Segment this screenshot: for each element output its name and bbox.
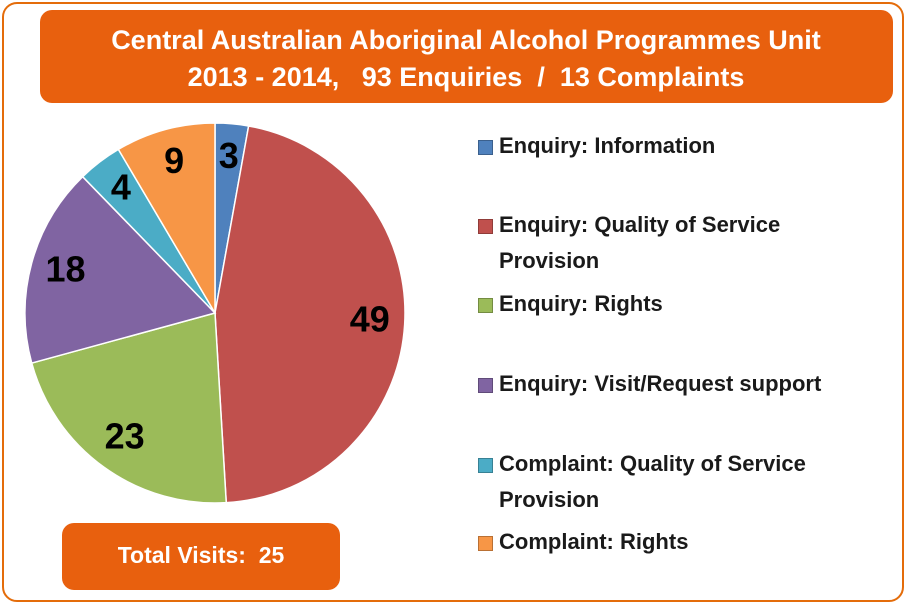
legend-swatch <box>478 219 493 234</box>
legend-swatch <box>478 140 493 155</box>
legend-item: Complaint: Quality of Service Provision <box>478 446 878 518</box>
legend-label: Enquiry: Information <box>499 133 716 158</box>
title-box <box>40 10 893 103</box>
pie-slice <box>30 312 228 504</box>
pie-slice <box>214 125 406 504</box>
legend-item: Enquiry: Quality of Service Provision <box>478 207 878 279</box>
legend-swatch <box>478 458 493 473</box>
pie: 3 49 23 18 49 <box>24 122 406 504</box>
legend-label: Complaint: Rights <box>499 529 689 554</box>
legend-swatch <box>478 536 493 551</box>
pie-slice <box>117 122 216 316</box>
chart-title: Central Australian Aboriginal Alcohol Pr… <box>111 25 821 55</box>
pie-slice <box>24 175 217 365</box>
annotation: Total Visits: 25 <box>118 542 285 568</box>
legend-label: Complaint: Quality of Service Provision <box>499 451 806 512</box>
data-label: 9 <box>164 140 184 181</box>
legend-item: Enquiry: Information <box>478 128 878 164</box>
data-label: 23 <box>105 415 145 456</box>
legend-item: Enquiry: Visit/Request support <box>478 366 878 402</box>
data-label: 3 <box>219 135 239 176</box>
data-label: 4 <box>111 166 131 207</box>
legend-swatch <box>478 378 493 393</box>
legend-item: Complaint: Rights <box>478 524 878 560</box>
legend-label: Enquiry: Visit/Request support <box>499 371 822 396</box>
legend-label: Enquiry: Rights <box>499 291 663 316</box>
data-label: 49 <box>350 299 390 340</box>
chart-subtitle: 2013 - 2014, 93 Enquiries / 13 Complaint… <box>188 62 745 92</box>
legend-item: Enquiry: Rights <box>478 286 878 322</box>
legend-swatch <box>478 298 493 313</box>
total-box <box>62 523 340 590</box>
data-label: 18 <box>45 249 85 290</box>
legend-label: Enquiry: Quality of Service Provision <box>499 212 781 273</box>
